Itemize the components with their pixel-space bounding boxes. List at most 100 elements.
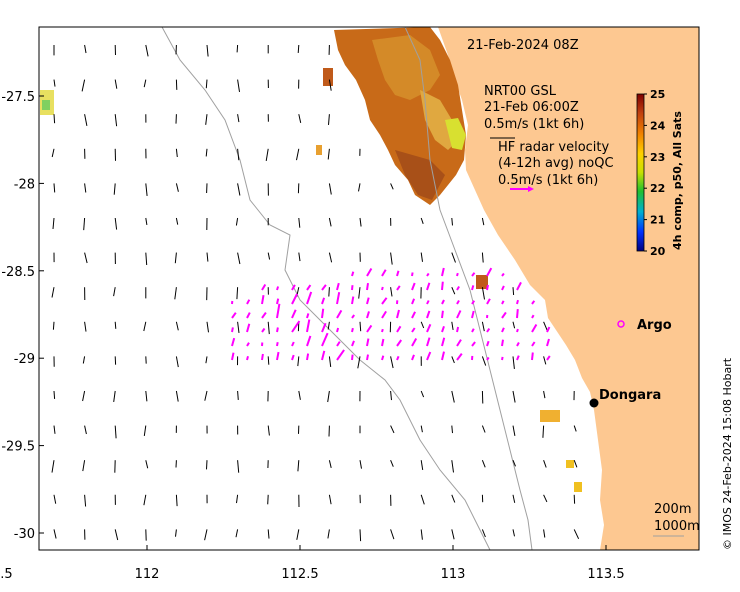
model-velocity-arrow — [451, 529, 455, 540]
model-velocity-arrow — [267, 356, 270, 365]
hf-radar-arrow — [486, 356, 490, 361]
hf-radar-arrow — [306, 335, 312, 347]
model-velocity-arrow — [451, 494, 456, 503]
hf-radar-arrow — [351, 340, 355, 347]
model-velocity-arrow — [53, 79, 56, 87]
model-velocity-arrow — [84, 114, 88, 126]
hf-radar-arrow — [441, 299, 445, 305]
hf-radar-arrow — [396, 355, 400, 361]
model-velocity-arrow — [359, 217, 362, 227]
model-velocity-arrow — [328, 79, 332, 91]
model-velocity-arrow — [113, 287, 116, 297]
model-velocity-arrow — [53, 494, 57, 504]
hf-radar-arrow — [276, 327, 279, 333]
hf-radar-arrow — [396, 285, 401, 291]
hf-radar-arrow — [276, 286, 280, 291]
model-velocity-arrow — [359, 529, 362, 542]
hf-radar-arrow — [471, 300, 476, 305]
model-velocity-arrow — [143, 494, 147, 506]
model-velocity-arrow — [145, 460, 149, 469]
model-velocity-arrow — [53, 114, 56, 124]
model-velocity-arrow — [451, 425, 453, 434]
hf-radar-arrow — [261, 312, 267, 319]
hf-radar-arrow — [516, 281, 522, 291]
model-velocity-arrow — [420, 460, 424, 470]
y-tick-label: -30 — [14, 527, 35, 542]
y-tick-label: -27.5 — [1, 90, 35, 105]
hf-radar-arrow — [291, 341, 295, 347]
model-velocity-arrow — [298, 114, 302, 124]
hf-radar-arrow — [426, 272, 430, 277]
model-velocity-arrow — [390, 252, 393, 265]
hf-radar-arrow — [456, 339, 462, 347]
model-velocity-arrow — [298, 217, 301, 228]
model-velocity-arrow — [204, 390, 208, 401]
model-velocity-arrow — [359, 460, 362, 469]
hf-radar-arrow — [231, 312, 237, 319]
hf-radar-arrow — [351, 314, 356, 319]
hf-radar-arrow — [501, 327, 505, 333]
hf-radar-arrow — [366, 354, 369, 361]
model-legend-line1: NRT00 GSL — [484, 84, 557, 99]
hf-radar-arrow — [426, 351, 432, 361]
model-velocity-arrow — [542, 425, 545, 438]
model-velocity-arrow — [205, 148, 208, 157]
model-velocity-arrow — [451, 356, 455, 364]
model-velocity-arrow — [327, 529, 330, 539]
model-velocity-arrow — [420, 529, 423, 540]
model-velocity-arrow — [390, 390, 392, 401]
model-velocity-arrow — [114, 321, 117, 329]
y-tick-label: -29 — [14, 352, 35, 367]
radar-legend-line2: (4-12h avg) noQC — [498, 156, 614, 171]
model-velocity-arrow — [297, 460, 300, 472]
model-velocity-arrow — [267, 494, 269, 505]
hf-radar-arrow — [321, 284, 327, 291]
model-velocity-arrow — [390, 287, 393, 297]
model-velocity-arrow — [298, 252, 301, 262]
model-velocity-arrow — [53, 183, 56, 193]
imos-credit: © IMOS 24-Feb-2024 15:08 Hobart — [721, 357, 734, 550]
model-velocity-arrow — [328, 183, 332, 195]
hf-radar-arrow — [366, 297, 370, 305]
model-velocity-arrow — [237, 148, 240, 161]
hf-radar-arrow — [486, 298, 491, 305]
model-velocity-arrow — [390, 529, 395, 540]
model-velocity-arrow — [328, 252, 333, 263]
colorbar-tick-label: 20 — [650, 245, 666, 258]
model-velocity-arrow — [298, 390, 301, 400]
model-velocity-arrow — [543, 460, 547, 468]
model-velocity-arrow — [236, 494, 239, 504]
model-velocity-arrow — [359, 321, 362, 332]
model-velocity-arrow — [327, 321, 330, 330]
hf-radar-arrow — [381, 297, 388, 305]
model-velocity-arrow — [84, 252, 88, 264]
hf-radar-arrow — [471, 285, 475, 291]
model-velocity-arrow — [481, 425, 486, 433]
place-label-dongara: Dongara — [599, 388, 661, 403]
model-velocity-arrow — [82, 390, 86, 402]
model-velocity-arrow — [420, 425, 423, 433]
model-velocity-arrow — [481, 217, 485, 226]
model-velocity-arrow — [145, 217, 148, 225]
hf-radar-arrow — [366, 324, 373, 333]
model-velocity-arrow — [237, 252, 241, 265]
model-velocity-arrow — [358, 183, 361, 192]
depth-legend-200m: 200m — [654, 502, 691, 517]
hf-radar-arrow — [366, 282, 369, 291]
hf-radar-arrow — [351, 354, 354, 361]
model-legend-scale: 0.5m/s (1kt 6h) — [484, 117, 584, 132]
model-velocity-arrow — [175, 356, 179, 368]
hf-radar-arrow — [351, 271, 355, 277]
hf-radar-arrow — [456, 272, 459, 277]
colorbar-label: 4h comp, p50, All Sats — [671, 111, 684, 250]
model-velocity-arrow — [84, 321, 87, 332]
hf-radar-arrow — [276, 303, 281, 319]
model-velocity-arrow — [237, 321, 240, 333]
hf-radar-arrow — [411, 311, 416, 319]
hf-radar-arrow — [456, 300, 460, 305]
model-velocity-arrow — [145, 390, 148, 402]
hf-radar-arrow — [411, 327, 416, 333]
model-velocity-arrow — [451, 287, 456, 295]
